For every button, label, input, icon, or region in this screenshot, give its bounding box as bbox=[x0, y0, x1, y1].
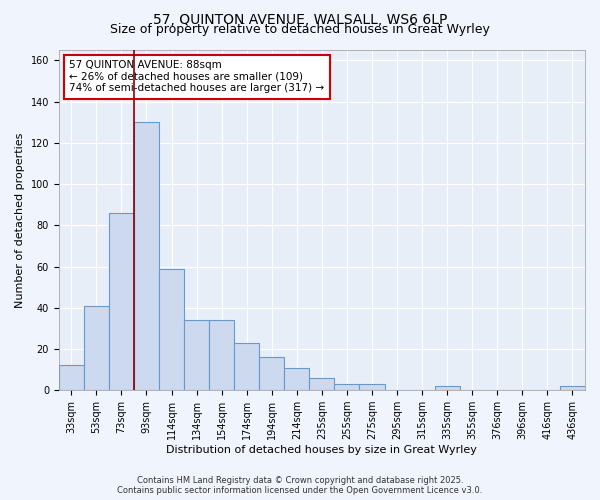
Bar bbox=[234, 343, 259, 390]
Bar bbox=[284, 368, 310, 390]
Bar bbox=[109, 213, 134, 390]
Text: 57, QUINTON AVENUE, WALSALL, WS6 6LP: 57, QUINTON AVENUE, WALSALL, WS6 6LP bbox=[153, 12, 447, 26]
Bar bbox=[434, 386, 460, 390]
Bar bbox=[134, 122, 159, 390]
X-axis label: Distribution of detached houses by size in Great Wyrley: Distribution of detached houses by size … bbox=[166, 445, 478, 455]
Bar bbox=[259, 357, 284, 390]
Y-axis label: Number of detached properties: Number of detached properties bbox=[15, 132, 25, 308]
Bar bbox=[334, 384, 359, 390]
Text: Size of property relative to detached houses in Great Wyrley: Size of property relative to detached ho… bbox=[110, 22, 490, 36]
Bar bbox=[59, 366, 84, 390]
Text: Contains HM Land Registry data © Crown copyright and database right 2025.
Contai: Contains HM Land Registry data © Crown c… bbox=[118, 476, 482, 495]
Bar bbox=[209, 320, 234, 390]
Bar bbox=[159, 268, 184, 390]
Bar bbox=[84, 306, 109, 390]
Bar bbox=[560, 386, 585, 390]
Text: 57 QUINTON AVENUE: 88sqm
← 26% of detached houses are smaller (109)
74% of semi-: 57 QUINTON AVENUE: 88sqm ← 26% of detach… bbox=[70, 60, 325, 94]
Bar bbox=[184, 320, 209, 390]
Bar bbox=[310, 378, 334, 390]
Bar bbox=[359, 384, 385, 390]
